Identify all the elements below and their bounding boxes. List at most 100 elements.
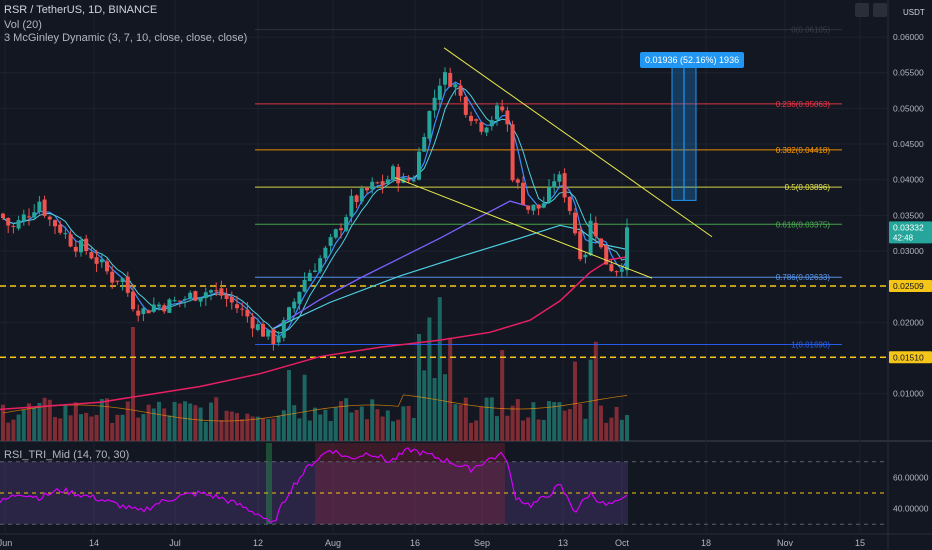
rsi-line [0, 447, 628, 524]
volume-bar [157, 401, 161, 441]
volume-bar [526, 417, 531, 441]
mcginley-indicator-label[interactable]: 3 McGinley Dynamic (3, 7, 10, close, clo… [4, 32, 248, 44]
candle-body [167, 299, 172, 313]
symbol-title[interactable]: RSR / TetherUS, 1D, BINANCE [4, 4, 158, 16]
axes: 0.06000 0.05500 0.05000 0.04500 0.04000 0.035… [0, 32, 932, 548]
volume-bar [292, 405, 297, 441]
volume-bar [562, 410, 567, 441]
candle-body [21, 214, 26, 222]
volume-bar [183, 401, 187, 441]
candle-body [593, 222, 598, 237]
price-range-measure[interactable] [671, 62, 697, 201]
candle-body [157, 304, 161, 307]
candle-body [344, 217, 349, 231]
candle-body [536, 204, 541, 209]
volume-bar [313, 407, 317, 441]
candle-body [177, 300, 182, 302]
candle-body [515, 179, 520, 183]
candle-body [484, 127, 489, 133]
price-axis-label-text: 0.01510 [893, 352, 924, 362]
volume-bar [510, 405, 515, 441]
volume-bar [302, 374, 307, 441]
chart-menu-icon[interactable] [873, 3, 887, 17]
volume-bar [125, 401, 130, 441]
candle-body [443, 72, 447, 85]
volume-bar [495, 416, 499, 441]
candle-body [547, 187, 551, 202]
mcginley-slow-line [271, 200, 531, 331]
candle-body [614, 271, 619, 273]
trendlines[interactable] [394, 47, 713, 279]
volume-bar [432, 378, 437, 441]
candle-body [16, 220, 21, 229]
time-tick-label: Oct [615, 538, 630, 548]
volume-bar [479, 406, 484, 441]
volume-bar [16, 414, 21, 441]
volume-bar [323, 409, 328, 441]
candle-body [188, 292, 193, 299]
volume-bar [583, 418, 588, 441]
candle-body [146, 310, 151, 314]
volume-bar [255, 416, 260, 441]
fib-level-label: 1(0.01690) [791, 340, 830, 349]
candle-body [495, 105, 499, 120]
volume-bar [167, 415, 172, 441]
time-tick-label: 16 [410, 538, 420, 548]
volume-bar [219, 420, 224, 441]
volume-bar [172, 401, 177, 441]
rsi-tick-label: 60.00000 [893, 472, 929, 482]
price-axis-countdown: 42:48 [893, 233, 914, 242]
volume-bar [567, 409, 572, 441]
candle-body [255, 324, 260, 330]
fib-level-label: 0.618(0.03375) [776, 220, 831, 229]
candle-body [162, 305, 167, 312]
fib-level-label: 0.382(0.04418) [776, 146, 831, 155]
candle-body [214, 290, 219, 292]
chart-settings-icon[interactable] [855, 3, 869, 17]
price-axis-label: 0.01510 [889, 351, 932, 364]
volume-bar [276, 415, 281, 441]
price-axis-label-bg [889, 351, 932, 364]
candle-body [120, 278, 125, 283]
candle-body [567, 196, 572, 211]
candle-body [510, 124, 515, 181]
candle-body [557, 174, 562, 182]
candle-body [323, 247, 328, 259]
candle-body [375, 182, 380, 184]
volume-bar [515, 399, 520, 441]
candle-body [625, 227, 629, 271]
price-tick-label: 0.01000 [893, 389, 924, 399]
volume-bar [593, 341, 598, 441]
volume-bar [380, 416, 385, 441]
candle-body [131, 291, 135, 310]
candle-body [578, 231, 583, 260]
volume-indicator-label[interactable]: Vol (20) [4, 19, 42, 31]
candle-body [209, 290, 213, 293]
volume-bar [547, 401, 551, 441]
volume-bar [266, 419, 271, 441]
candle-body [448, 72, 453, 87]
price-tick-label: 0.04000 [893, 175, 924, 185]
volume-bar [443, 374, 447, 441]
volume-bar [531, 402, 536, 441]
candle-body [453, 84, 458, 88]
volume-bar [328, 420, 333, 441]
volume-bar [6, 422, 11, 441]
candle-body [172, 300, 177, 302]
candle-body [105, 261, 109, 272]
price-axis-label-text: 0.03332 [893, 222, 924, 232]
volume-ma-line [2, 394, 628, 422]
candle-body [245, 309, 250, 317]
candle-body [73, 246, 78, 252]
rsi-indicator-label[interactable]: RSI_TRI_Mid (14, 70, 30) [4, 449, 130, 461]
candle-body [84, 238, 89, 252]
volume-bar [32, 407, 37, 441]
candle-body [432, 97, 437, 111]
volume-bars [1, 297, 629, 441]
candle-body [224, 294, 229, 299]
candle-body [531, 204, 536, 211]
time-tick-label: 14 [89, 538, 99, 548]
candle-body [193, 291, 198, 301]
volume-bar [53, 417, 57, 441]
